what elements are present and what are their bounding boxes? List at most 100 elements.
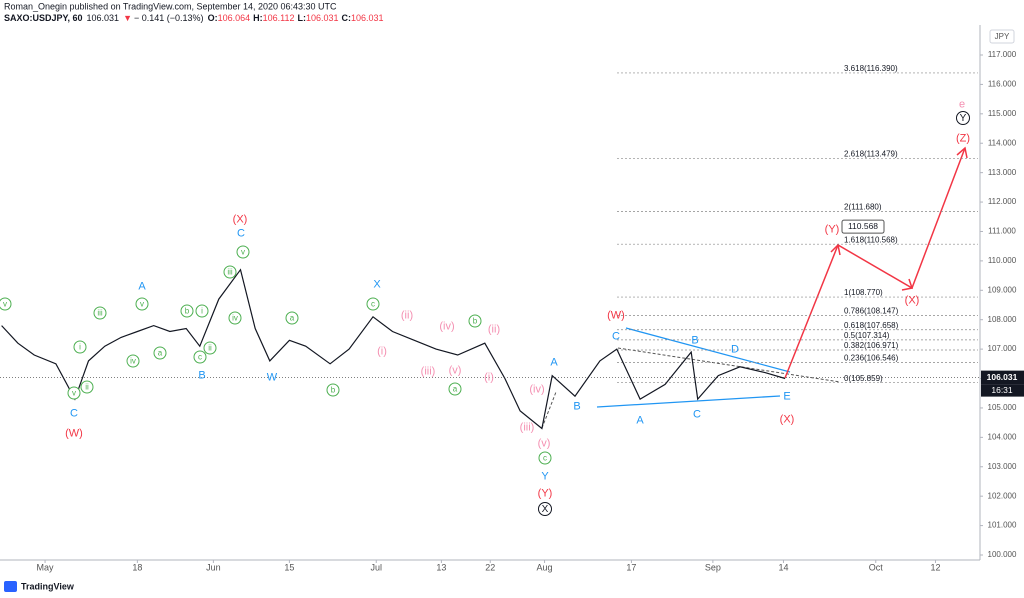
x-tick-label: Jul <box>370 562 382 572</box>
x-tick-label: 18 <box>132 562 142 572</box>
price-tag <box>981 370 1024 385</box>
wave-label: X <box>542 504 549 515</box>
x-tick-label: May <box>37 562 55 572</box>
wave-circle <box>93 306 107 320</box>
wave-circle <box>468 314 482 328</box>
price-line <box>1 268 786 430</box>
arrowhead <box>901 278 913 291</box>
wave-label: (Z) <box>956 132 970 144</box>
fib-label: 0.5(107.314) <box>844 331 890 340</box>
wave-label: A <box>636 414 644 426</box>
wave-circle <box>228 311 242 325</box>
ohlc-value: 106.031 <box>306 13 339 23</box>
wave-circle <box>448 382 462 396</box>
wave-label: E <box>783 390 790 402</box>
wave-circle <box>236 245 250 259</box>
wave-label: (W) <box>65 427 83 439</box>
wave-label: (Y) <box>825 223 840 235</box>
arrowhead <box>830 243 841 256</box>
wave-circle <box>153 346 167 360</box>
wave-circle <box>67 386 81 400</box>
y-tick-label: 105.000 <box>988 403 1017 412</box>
ohlc-label: C: <box>342 13 352 23</box>
wave-label: W <box>267 371 278 383</box>
wave-label: ii <box>85 383 89 392</box>
wave-label: B <box>198 369 205 381</box>
wave-label: (Y) <box>538 487 553 499</box>
wave-label: iv <box>232 314 238 323</box>
fib-label: 2.618(113.479) <box>844 150 898 159</box>
fib-label: 0.236(106.546) <box>844 354 899 363</box>
y-tick-label: 102.000 <box>988 491 1017 500</box>
y-tick-label: 117.000 <box>988 50 1017 59</box>
wave-circle <box>956 111 970 125</box>
trendline <box>625 327 791 373</box>
wave-circle <box>193 350 207 364</box>
y-tick-label: 113.000 <box>988 168 1017 177</box>
wave-label: C <box>612 330 620 342</box>
x-tick-label: Sep <box>705 562 721 572</box>
wave-circle <box>195 304 209 318</box>
wave-label: (W) <box>607 309 625 321</box>
countdown-tag <box>981 384 1024 397</box>
wave-circle <box>0 297 12 311</box>
ohlc-label: H: <box>253 13 263 23</box>
wave-label: X <box>373 278 381 290</box>
target-box <box>841 219 885 234</box>
y-tick-label: 107.000 <box>988 344 1017 353</box>
fib-label: 1(108.770) <box>844 288 883 297</box>
y-tick-label: 115.000 <box>988 109 1017 118</box>
wave-label: iii <box>97 309 103 318</box>
y-tick-label: 114.000 <box>988 138 1017 147</box>
y-tick-label: 109.000 <box>988 285 1017 294</box>
target-label: 110.568 <box>848 221 878 231</box>
fib-label: 2(111.680) <box>844 203 882 212</box>
wave-circle <box>538 502 552 516</box>
wave-label: (X) <box>905 294 920 306</box>
wave-label: b <box>185 307 190 316</box>
symbol: SAXO:USDJPY, 60 <box>4 13 83 23</box>
wave-label: c <box>543 454 547 463</box>
y-tick-label: 101.000 <box>988 521 1017 530</box>
currency-badge[interactable] <box>989 29 1015 44</box>
wave-circle <box>80 380 94 394</box>
x-tick-label: Oct <box>869 562 884 572</box>
wave-label: iv <box>130 357 136 366</box>
fib-label: 0(105.859) <box>844 374 883 383</box>
wave-label: B <box>691 334 698 346</box>
x-tick-label: Jun <box>206 562 221 572</box>
ohlc-label: O: <box>208 13 218 23</box>
wave-label: (X) <box>233 213 248 225</box>
wave-label: Y <box>960 113 967 124</box>
wave-label: Y <box>541 470 549 482</box>
fib-label: 0.382(106.971) <box>844 341 899 350</box>
wave-label: (v) <box>538 437 551 449</box>
wave-label: v <box>72 389 76 398</box>
wave-circle <box>538 451 552 465</box>
wave-label: (X) <box>780 413 795 425</box>
wave-label: c <box>198 353 202 362</box>
trendline <box>596 395 781 408</box>
x-tick-label: 12 <box>930 562 940 572</box>
projection <box>784 147 966 379</box>
wave-circle <box>203 341 217 355</box>
wave-label: A <box>138 280 146 292</box>
dashed-line <box>617 347 841 383</box>
wave-circle <box>135 297 149 311</box>
wave-label: v <box>241 248 245 257</box>
wave-circle <box>366 297 380 311</box>
y-tick-label: 108.000 <box>988 315 1017 324</box>
wave-label: iii <box>227 268 233 277</box>
change: − 0.141 (−0.13%) <box>134 13 204 23</box>
wave-circle <box>126 354 140 368</box>
ohlc-label: L: <box>297 13 306 23</box>
change-arrow: ▼ <box>123 13 132 23</box>
dashed-line <box>541 391 557 429</box>
wave-circle <box>285 311 299 325</box>
wave-label: v <box>140 300 144 309</box>
wave-label: a <box>290 314 295 323</box>
wave-label: e <box>959 98 965 110</box>
wave-circle <box>326 383 340 397</box>
x-tick-label: Aug <box>537 562 553 572</box>
brand[interactable]: TradingView <box>21 581 75 591</box>
